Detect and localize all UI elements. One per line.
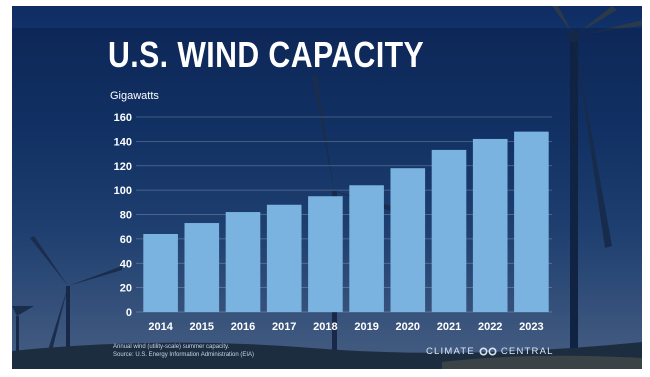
x-tick-label: 2023: [519, 321, 543, 333]
y-tick-label: 0: [126, 307, 132, 319]
chart-title: U.S. WIND CAPACITY: [108, 34, 425, 75]
y-tick-label: 120: [114, 161, 132, 173]
x-tick-label: 2020: [396, 321, 420, 333]
climate-central-logo: CLIMATE CENTRAL: [426, 346, 554, 357]
bar-2019: [349, 185, 384, 312]
bar-2017: [266, 204, 302, 312]
bar-2015: [184, 223, 220, 312]
y-tick-label: 80: [120, 210, 132, 222]
y-tick-label: 100: [114, 185, 132, 197]
footnote: Annual wind (utility-scale) summer capac…: [113, 343, 254, 359]
x-tick-label: 2017: [272, 321, 296, 333]
bar-2020: [390, 168, 426, 312]
y-tick-label: 160: [114, 112, 132, 124]
logo-text-right: CENTRAL: [500, 346, 554, 357]
x-tick-label: 2022: [478, 321, 502, 333]
bar-2018: [308, 196, 343, 312]
x-tick-label: 2021: [437, 321, 461, 333]
y-tick-label: 20: [120, 283, 132, 295]
infographic-frame: U.S. WIND CAPACITY Gigawatts 0 20 40 60 80 10…: [12, 6, 642, 369]
x-tick-label: 2019: [354, 321, 378, 333]
y-tick-label: 40: [120, 258, 132, 270]
y-tick-label: 60: [120, 234, 132, 246]
bar-2022: [472, 138, 508, 312]
y-tick-label: 140: [114, 136, 132, 148]
x-tick-label: 2016: [231, 321, 255, 333]
footnote-line: Annual wind (utility-scale) summer capac…: [113, 344, 230, 350]
x-tick-label: 2014: [148, 321, 173, 333]
bar-2023: [514, 131, 549, 312]
x-tick-label: 2018: [313, 321, 337, 333]
bar-2016: [225, 212, 261, 312]
bar-chart: Gigawatts 0 20 40 60 80 100 120 140 160 2014 2015…: [110, 90, 552, 333]
bar-2021: [431, 149, 467, 312]
x-tick-label: 2015: [190, 321, 214, 333]
logo-text-left: CLIMATE: [426, 346, 475, 357]
bar-2014: [143, 234, 178, 312]
infinity-icon: [479, 347, 497, 356]
y-axis-label: Gigawatts: [110, 90, 159, 102]
source-line: Source: U.S. Energy Information Administ…: [113, 352, 255, 358]
